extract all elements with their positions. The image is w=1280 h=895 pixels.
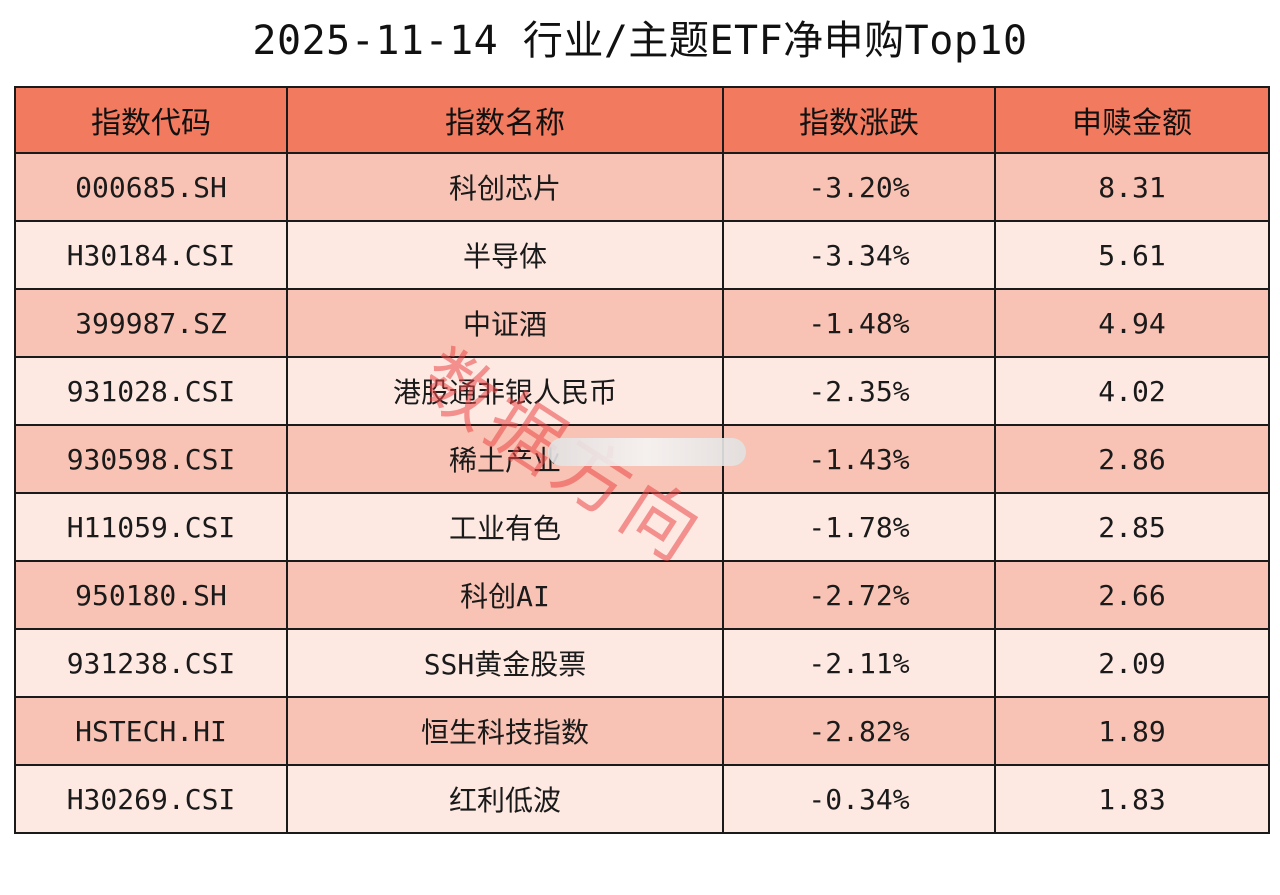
cell-index-change: -3.34% <box>722 220 996 290</box>
cell-index-name: 半导体 <box>286 220 724 290</box>
table-row: 399987.SZ 中证酒 -1.48% 4.94 <box>14 288 1270 358</box>
cell-subscription-amount: 2.66 <box>994 560 1270 630</box>
table-header-row: 指数代码 指数名称 指数涨跌 申赎金额 <box>14 86 1270 154</box>
table-row: 950180.SH 科创AI -2.72% 2.66 <box>14 560 1270 630</box>
cell-index-change: -2.72% <box>722 560 996 630</box>
cell-index-name: 红利低波 <box>286 764 724 834</box>
header-index-change: 指数涨跌 <box>722 86 996 154</box>
table-row: HSTECH.HI 恒生科技指数 -2.82% 1.89 <box>14 696 1270 766</box>
cell-index-code: H30184.CSI <box>14 220 288 290</box>
table-row: 931238.CSI SSH黄金股票 -2.11% 2.09 <box>14 628 1270 698</box>
header-subscription-amount: 申赎金额 <box>994 86 1270 154</box>
cell-index-code: 930598.CSI <box>14 424 288 494</box>
cell-index-name: 工业有色 <box>286 492 724 562</box>
cell-index-code: H11059.CSI <box>14 492 288 562</box>
cell-index-change: -1.78% <box>722 492 996 562</box>
table-row: H30184.CSI 半导体 -3.34% 5.61 <box>14 220 1270 290</box>
cell-index-name: 港股通非银人民币 <box>286 356 724 426</box>
cell-index-change: -2.82% <box>722 696 996 766</box>
cell-index-code: 950180.SH <box>14 560 288 630</box>
table-row: 931028.CSI 港股通非银人民币 -2.35% 4.02 <box>14 356 1270 426</box>
cell-subscription-amount: 4.02 <box>994 356 1270 426</box>
cell-subscription-amount: 2.85 <box>994 492 1270 562</box>
cell-index-code: H30269.CSI <box>14 764 288 834</box>
table-row: 000685.SH 科创芯片 -3.20% 8.31 <box>14 152 1270 222</box>
cell-subscription-amount: 8.31 <box>994 152 1270 222</box>
cell-index-change: -2.35% <box>722 356 996 426</box>
etf-table: 指数代码 指数名称 指数涨跌 申赎金额 000685.SH 科创芯片 -3.20… <box>14 86 1270 834</box>
header-index-code: 指数代码 <box>14 86 288 154</box>
cell-index-change: -0.34% <box>722 764 996 834</box>
cell-index-change: -1.48% <box>722 288 996 358</box>
cell-index-name: 中证酒 <box>286 288 724 358</box>
cell-index-code: 000685.SH <box>14 152 288 222</box>
cell-index-code: 931238.CSI <box>14 628 288 698</box>
cell-index-name: 恒生科技指数 <box>286 696 724 766</box>
table-row: H11059.CSI 工业有色 -1.78% 2.85 <box>14 492 1270 562</box>
cell-index-code: HSTECH.HI <box>14 696 288 766</box>
cell-index-change: -1.43% <box>722 424 996 494</box>
cell-subscription-amount: 2.86 <box>994 424 1270 494</box>
table-row: H30269.CSI 红利低波 -0.34% 1.83 <box>14 764 1270 834</box>
cell-subscription-amount: 1.83 <box>994 764 1270 834</box>
cell-index-name: 科创芯片 <box>286 152 724 222</box>
cell-index-code: 399987.SZ <box>14 288 288 358</box>
header-index-name: 指数名称 <box>286 86 724 154</box>
cell-index-change: -2.11% <box>722 628 996 698</box>
page-title: 2025-11-14 行业/主题ETF净申购Top10 <box>252 18 1028 64</box>
cell-index-code: 931028.CSI <box>14 356 288 426</box>
cell-subscription-amount: 5.61 <box>994 220 1270 290</box>
cell-subscription-amount: 1.89 <box>994 696 1270 766</box>
cell-index-change: -3.20% <box>722 152 996 222</box>
table-row: 930598.CSI 稀土产业 -1.43% 2.86 <box>14 424 1270 494</box>
cell-index-name: 科创AI <box>286 560 724 630</box>
cell-subscription-amount: 2.09 <box>994 628 1270 698</box>
cell-subscription-amount: 4.94 <box>994 288 1270 358</box>
cell-index-name: 稀土产业 <box>286 424 724 494</box>
cell-index-name: SSH黄金股票 <box>286 628 724 698</box>
